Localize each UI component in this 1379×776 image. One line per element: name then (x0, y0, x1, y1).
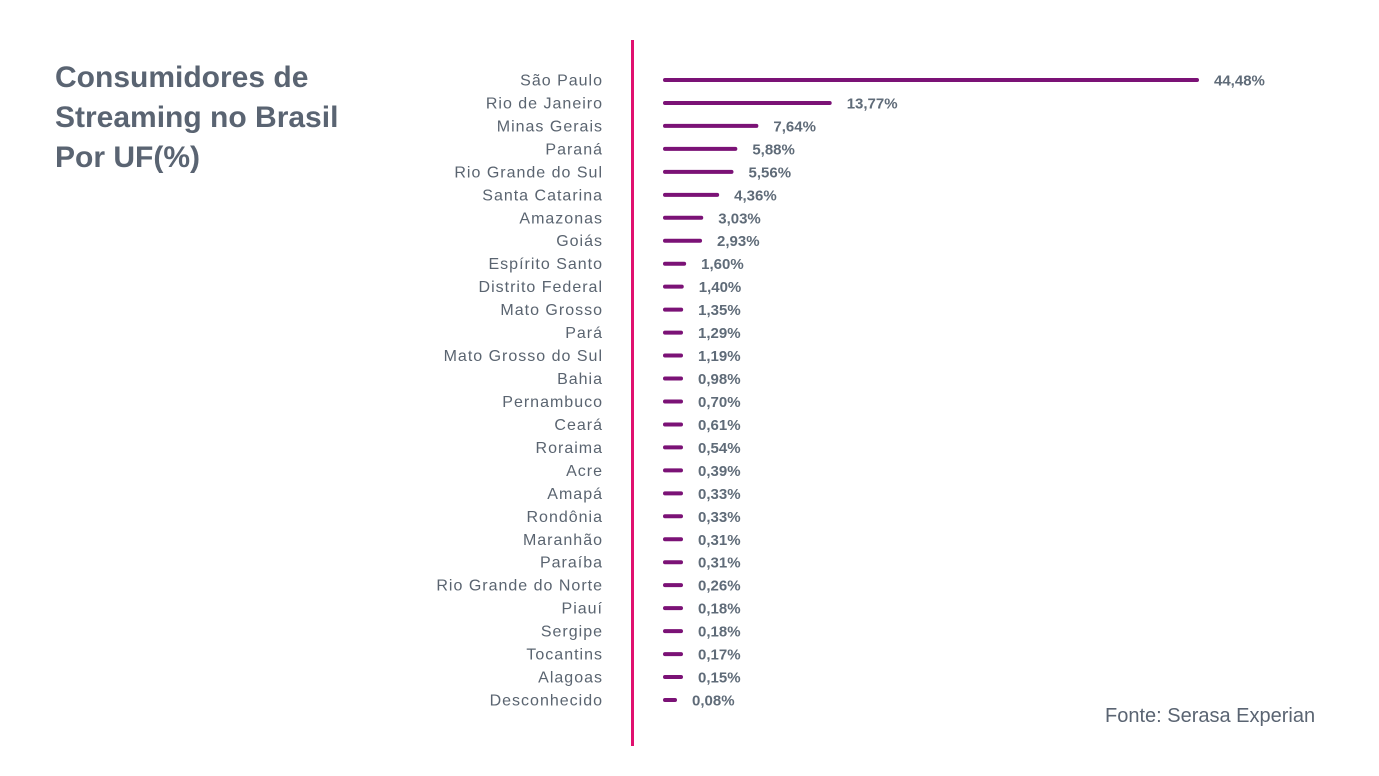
data-label: 0,31% (698, 555, 741, 572)
category-label: Bahia (557, 371, 603, 388)
category-label: Sergipe (541, 624, 603, 641)
data-label: 5,56% (749, 164, 792, 181)
category-label: Goiás (556, 233, 603, 250)
category-label: Rio Grande do Norte (436, 578, 603, 595)
data-label: 1,19% (698, 348, 741, 365)
category-label: Rondônia (527, 509, 604, 526)
category-label: Tocantins (526, 647, 603, 664)
data-label: 0,26% (698, 578, 741, 595)
data-label: 0,17% (698, 647, 741, 664)
data-label: 0,70% (698, 394, 741, 411)
category-label: Mato Grosso do Sul (444, 348, 603, 365)
category-label: Maranhão (523, 532, 603, 549)
data-label: 0,31% (698, 532, 741, 549)
category-label: Pará (565, 325, 603, 342)
category-label: Pernambuco (502, 394, 603, 411)
data-label: 0,39% (698, 463, 741, 480)
category-label: Paraná (545, 141, 603, 158)
category-label: Amazonas (519, 210, 603, 227)
data-label: 0,18% (698, 624, 741, 641)
data-label: 1,35% (698, 302, 741, 319)
data-label: 0,61% (698, 417, 741, 434)
data-label: 0,54% (698, 440, 741, 457)
category-label: Minas Gerais (497, 118, 603, 135)
category-label: Ceará (554, 417, 603, 434)
data-label: 7,64% (773, 118, 816, 135)
data-label: 1,29% (698, 325, 741, 342)
category-label: Desconhecido (490, 693, 603, 710)
data-label: 1,60% (701, 256, 744, 273)
category-label: Rio de Janeiro (486, 95, 603, 112)
category-label: Distrito Federal (479, 279, 603, 296)
data-label: 4,36% (734, 187, 777, 204)
category-label: Piauí (562, 601, 603, 618)
data-label: 0,08% (692, 693, 735, 710)
category-label: Rio Grande do Sul (454, 164, 603, 181)
category-label: Santa Catarina (482, 187, 603, 204)
category-label: Espírito Santo (489, 256, 604, 273)
category-label: Mato Grosso (500, 302, 603, 319)
chart-title: Consumidores de Streaming no Brasil Por … (55, 61, 339, 174)
data-label: 13,77% (847, 95, 898, 112)
category-label: Amapá (547, 486, 603, 503)
category-label: Alagoas (538, 670, 603, 687)
category-label: Paraíba (540, 555, 603, 572)
data-label: 1,40% (699, 279, 742, 296)
axis-line (631, 40, 634, 746)
category-label: Acre (566, 463, 603, 480)
data-label: 0,18% (698, 601, 741, 618)
data-label: 5,88% (752, 141, 795, 158)
data-label: 0,98% (698, 371, 741, 388)
data-label: 0,33% (698, 486, 741, 503)
data-label: 0,33% (698, 509, 741, 526)
data-label: 0,15% (698, 670, 741, 687)
data-label: 2,93% (717, 233, 760, 250)
data-label: 3,03% (718, 210, 761, 227)
data-label: 44,48% (1214, 73, 1265, 90)
category-label: São Paulo (520, 73, 603, 90)
source-note: Fonte: Serasa Experian (1105, 705, 1316, 727)
category-label: Roraima (536, 440, 603, 457)
